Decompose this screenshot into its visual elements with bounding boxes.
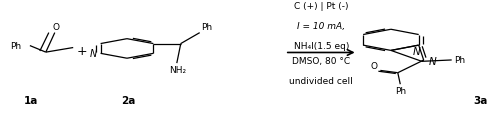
Text: Ph: Ph [454, 56, 465, 65]
Text: 2a: 2a [122, 95, 135, 105]
Text: NH₄I(1.5 eq): NH₄I(1.5 eq) [293, 42, 349, 51]
Text: 3a: 3a [474, 95, 488, 105]
Text: 1a: 1a [24, 95, 38, 105]
Text: Ph: Ph [10, 42, 21, 51]
Text: +: + [77, 44, 88, 57]
Text: NH₂: NH₂ [169, 65, 186, 74]
Text: O: O [52, 23, 59, 32]
Text: C (+) | Pt (-): C (+) | Pt (-) [294, 2, 349, 11]
Text: N: N [89, 49, 97, 59]
Text: DMSO, 80 °C: DMSO, 80 °C [292, 57, 350, 65]
Text: N: N [412, 47, 420, 57]
Text: Ph: Ph [201, 23, 212, 32]
Text: undivided cell: undivided cell [289, 76, 353, 85]
Text: N: N [429, 56, 436, 66]
Text: Ph: Ph [395, 86, 406, 95]
Text: O: O [371, 61, 377, 70]
Text: I = 10 mA,: I = 10 mA, [297, 22, 345, 31]
